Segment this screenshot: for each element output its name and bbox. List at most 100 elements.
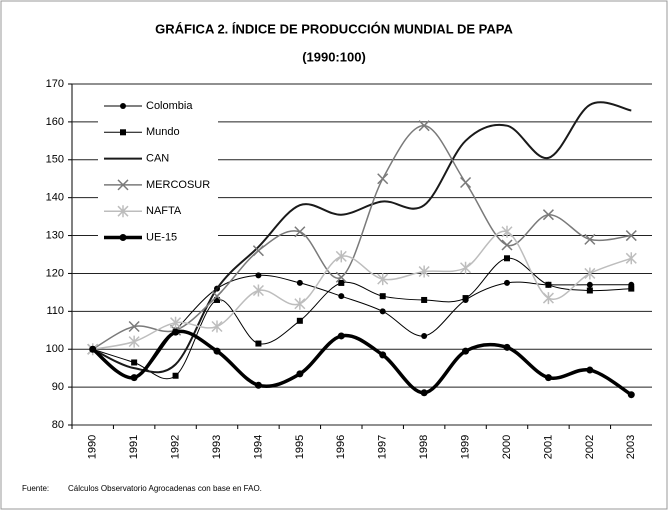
x-tick-label: 1998 (418, 435, 430, 459)
marker (584, 267, 596, 280)
marker (117, 179, 129, 191)
marker (542, 209, 554, 221)
marker (338, 293, 345, 300)
y-tick-label: 160 (46, 116, 64, 128)
marker (131, 359, 138, 366)
x-tick-label: 1991 (128, 435, 140, 459)
marker (335, 250, 347, 263)
marker (501, 239, 513, 251)
marker (252, 284, 264, 297)
marker (504, 279, 510, 286)
y-tick-label: 120 (46, 267, 64, 279)
marker (584, 233, 596, 245)
marker (296, 317, 303, 324)
marker (117, 205, 129, 218)
y-tick-label: 170 (46, 78, 64, 90)
y-tick-label: 90 (52, 381, 64, 393)
marker (421, 332, 428, 339)
marker (172, 328, 180, 336)
marker (211, 320, 223, 333)
marker (296, 370, 304, 378)
marker (504, 255, 510, 262)
marker (460, 176, 472, 189)
legend-box (98, 96, 218, 246)
marker (501, 225, 513, 238)
marker (542, 292, 554, 305)
marker (625, 230, 637, 242)
x-tick-label: 1994 (252, 435, 264, 459)
marker (418, 265, 430, 278)
marker (254, 381, 262, 389)
marker (214, 296, 220, 303)
marker (338, 279, 345, 286)
marker (462, 295, 469, 302)
marker (211, 290, 223, 302)
marker (503, 343, 511, 351)
marker (170, 316, 182, 329)
marker (418, 120, 430, 132)
marker (545, 281, 552, 288)
marker (586, 287, 593, 294)
marker (252, 245, 264, 257)
x-tick-label: 2000 (501, 435, 513, 459)
y-tick-label: 150 (46, 154, 64, 166)
marker (255, 340, 262, 347)
legend-label: UE-15 (146, 231, 177, 243)
marker (172, 372, 179, 379)
marker (544, 374, 552, 382)
marker (377, 273, 389, 286)
marker (420, 389, 428, 397)
marker (296, 279, 303, 286)
legend-label: Mundo (146, 126, 180, 138)
marker (120, 103, 126, 109)
marker (628, 285, 635, 292)
marker (213, 347, 221, 355)
series-line (92, 230, 632, 350)
y-tick-label: 80 (52, 419, 64, 431)
x-tick-label: 2001 (542, 435, 554, 459)
marker (421, 296, 428, 303)
marker (377, 173, 389, 185)
legend-label: NAFTA (146, 205, 182, 217)
series-line (92, 101, 632, 374)
marker (89, 345, 97, 353)
chart-subtitle: (1990:100) (302, 49, 366, 64)
y-tick-label: 140 (46, 192, 64, 204)
marker (120, 129, 126, 136)
chart-title: GRÁFICA 2. ÍNDICE DE PRODUCCIÓN MUNDIAL … (155, 21, 513, 36)
x-tick-label: 1995 (294, 435, 306, 459)
x-tick-label: 1993 (211, 435, 223, 459)
x-tick-label: 2002 (584, 435, 596, 459)
x-tick-label: 1997 (377, 435, 389, 459)
legend-label: Colombia (146, 100, 193, 112)
marker (294, 297, 306, 310)
marker (460, 261, 472, 274)
marker (586, 366, 594, 374)
marker (379, 293, 386, 300)
y-tick-label: 130 (46, 229, 64, 241)
marker (294, 226, 306, 238)
source: Cálculos Observatorio Agrocadenas con ba… (68, 484, 262, 493)
x-tick-label: 1990 (87, 435, 99, 459)
marker (627, 391, 635, 399)
x-tick-label: 1996 (335, 435, 347, 459)
x-tick-label: 1999 (459, 435, 471, 459)
marker (337, 332, 345, 340)
y-tick-label: 110 (46, 305, 64, 317)
marker (379, 308, 386, 315)
marker (130, 374, 138, 382)
marker (586, 281, 593, 288)
y-tick-label: 100 (46, 343, 64, 355)
x-tick-label: 2003 (625, 435, 637, 459)
marker (255, 272, 262, 279)
x-tick-label: 1992 (169, 435, 181, 459)
marker (128, 320, 140, 333)
legend-label: MERCOSUR (146, 179, 210, 191)
marker (335, 271, 347, 283)
marker (119, 234, 127, 241)
marker (379, 351, 387, 359)
series-line (92, 257, 632, 380)
source-label: Fuente: (22, 484, 49, 493)
